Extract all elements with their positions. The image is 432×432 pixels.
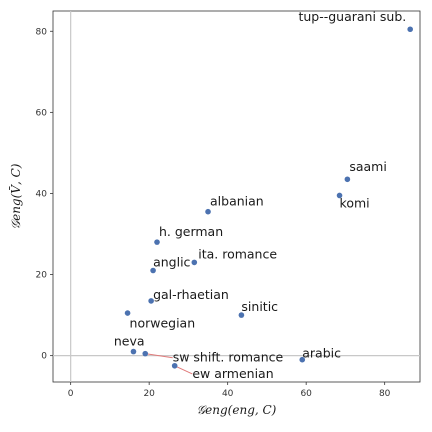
x-ticks: 0 20 40 60 80 [68,382,391,399]
x-tick-label: 80 [379,389,391,399]
point-label: ita. romance [198,246,277,261]
x-tick-label: 40 [222,389,234,399]
data-point [191,259,198,266]
point-label: saami [349,159,386,174]
data-point [205,208,211,215]
x-tick-label: 20 [143,389,155,399]
data-point [171,362,178,369]
point-label: albanian [210,194,264,209]
y-tick-label: 80 [36,27,48,37]
data-point [238,312,245,318]
point-label: anglic [153,254,190,269]
y-tick-label: 20 [36,271,48,281]
x-axis-label: 𝒢eng(eng, C) [197,403,277,417]
point-label: arabic [302,346,341,361]
data-point [344,176,351,183]
y-tick-label: 40 [36,189,48,199]
point-label: tup--guarani sub. [298,9,406,24]
point-label: h. german [159,224,223,239]
y-ticks: 0 20 40 60 80 [36,27,53,362]
x-tick-label: 60 [300,389,312,399]
point-label: neva [114,334,145,349]
label-connector [174,365,193,375]
y-tick-label: 0 [41,352,47,362]
point-label: komi [340,196,370,211]
point-label: sinitic [241,299,278,314]
x-tick-label: 0 [68,389,74,399]
point-label: norwegian [130,315,196,330]
label-connector [145,353,173,359]
data-points [124,26,413,369]
point-label: gal-rhaetian [153,287,229,302]
y-tick-label: 60 [36,108,48,118]
point-labels: tup--guarani sub. saami komi albanian h. ger… [114,9,406,381]
y-axis-label: 𝒢eng(V̄, C) [8,163,23,229]
data-point [130,348,137,355]
data-point [150,267,156,274]
plot-frame [52,10,421,383]
data-point [407,26,413,33]
data-point [154,239,160,245]
point-label: ew armenian [192,366,273,381]
label-connectors [145,353,193,375]
data-point [336,192,343,199]
data-point [142,350,149,357]
point-label: sw shift. romance [173,350,284,365]
data-point [148,298,154,304]
data-point [299,356,306,363]
data-point [124,310,131,316]
